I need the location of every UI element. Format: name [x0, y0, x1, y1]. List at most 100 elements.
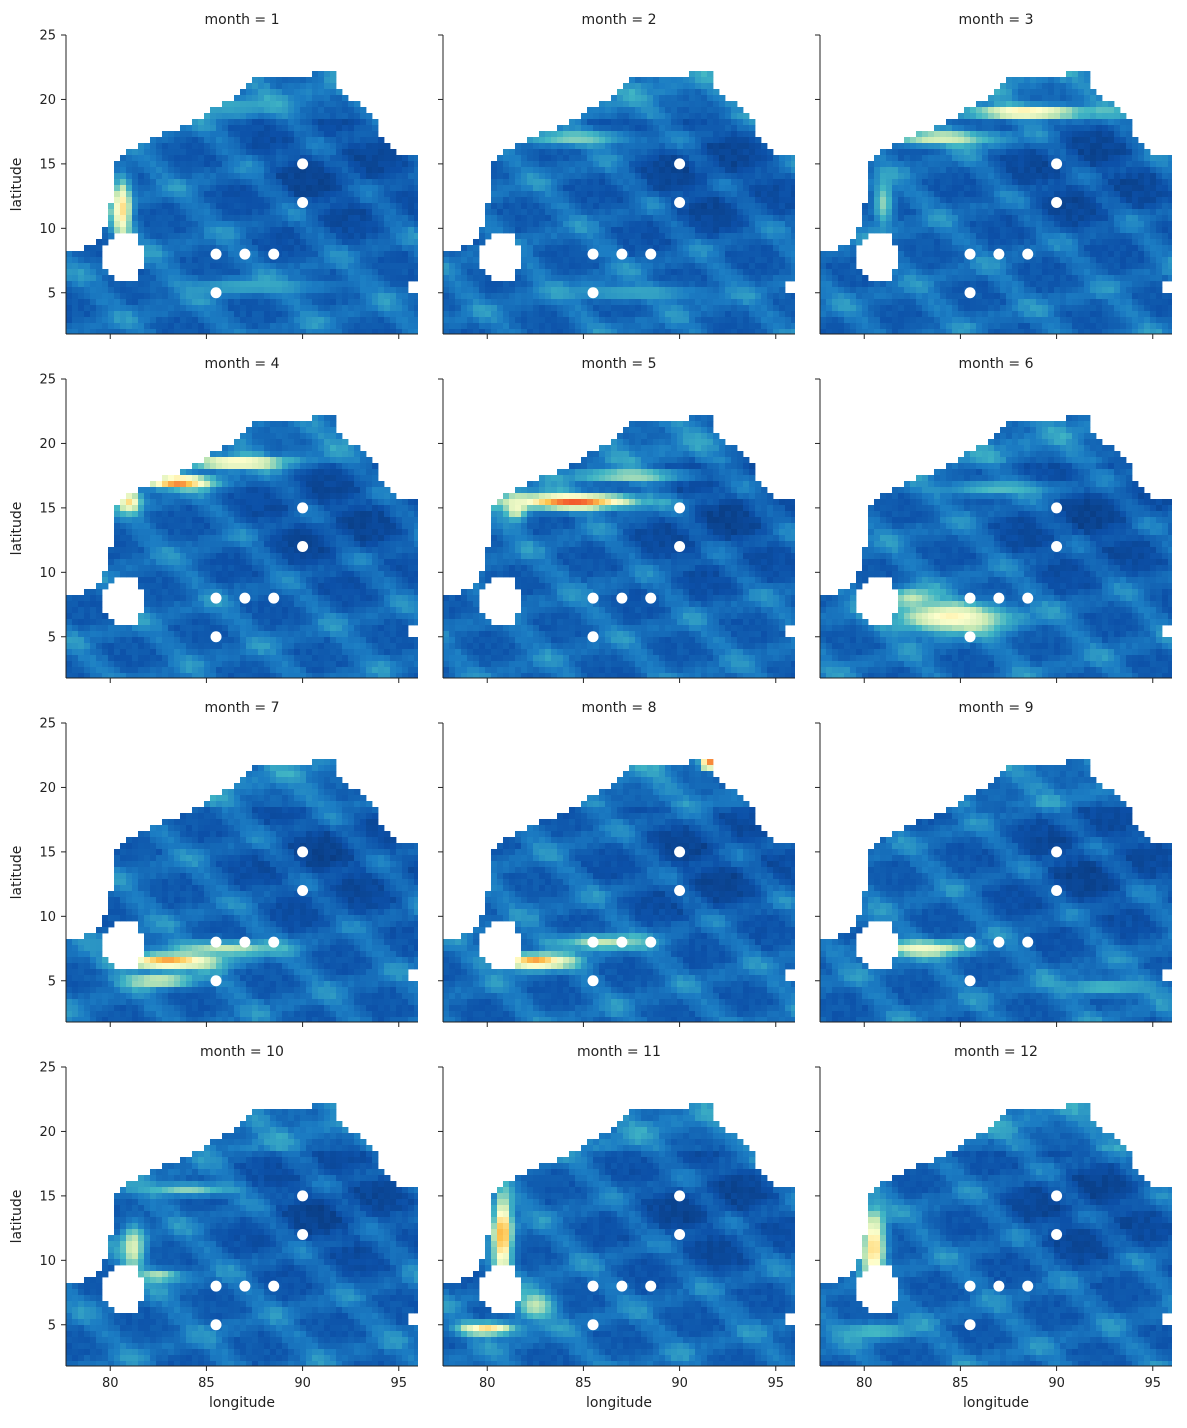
heatmap-cell	[66, 317, 73, 324]
heatmap-cell	[719, 287, 726, 294]
heatmap-cell	[575, 203, 582, 210]
heatmap-cell	[294, 281, 301, 288]
heatmap-cell	[497, 305, 504, 312]
heatmap-cell	[216, 125, 223, 132]
heatmap-cell	[557, 203, 564, 210]
heatmap-cell	[539, 149, 546, 156]
heatmap-cell	[240, 113, 247, 120]
heatmap-cell	[647, 119, 654, 126]
heatmap-cell	[162, 329, 169, 334]
heatmap-cell	[473, 329, 480, 334]
heatmap-cell	[324, 281, 331, 288]
heatmap-cell	[575, 227, 582, 234]
heatmap-cell	[1102, 191, 1109, 198]
heatmap-cell	[749, 143, 756, 150]
heatmap-cell	[671, 287, 678, 294]
heatmap-cell	[557, 179, 564, 186]
heatmap-cell	[288, 131, 295, 138]
heatmap-cell	[1078, 215, 1085, 222]
heatmap-cell	[360, 281, 367, 288]
heatmap-cell	[354, 323, 361, 330]
heatmap-cell	[1006, 125, 1013, 132]
heatmap-cell	[1012, 77, 1019, 84]
heatmap-cell	[150, 311, 157, 318]
heatmap-cell	[641, 233, 648, 240]
heatmap-cell	[641, 131, 648, 138]
heatmap-cell	[755, 317, 762, 324]
heatmap-cell	[192, 293, 199, 300]
heatmap-cell	[288, 203, 295, 210]
heatmap-cell	[593, 215, 600, 222]
heatmap-cell	[150, 149, 157, 156]
heatmap-cell	[617, 305, 624, 312]
heatmap-cell	[623, 101, 630, 108]
heatmap-cell	[539, 233, 546, 240]
heatmap-cell	[78, 317, 85, 324]
heatmap-cell	[707, 185, 714, 192]
heatmap-cell	[1024, 215, 1031, 222]
heatmap-cell	[162, 167, 169, 174]
heatmap-cell	[210, 131, 217, 138]
heatmap-cell	[707, 227, 714, 234]
heatmap-cell	[671, 137, 678, 144]
heatmap-cell	[731, 185, 738, 192]
heatmap-cell	[707, 257, 714, 264]
heatmap-cell	[503, 299, 510, 306]
heatmap-cell	[330, 269, 337, 276]
heatmap-cell	[288, 311, 295, 318]
heatmap-cell	[390, 185, 397, 192]
heatmap-cell	[384, 155, 391, 162]
heatmap-cell	[719, 215, 726, 222]
heatmap-cell	[1108, 143, 1115, 150]
heatmap-cell	[408, 197, 415, 204]
heatmap-cell	[78, 251, 85, 258]
heatmap-cell	[593, 155, 600, 162]
heatmap-cell	[114, 329, 121, 334]
heatmap-cell	[719, 119, 726, 126]
heatmap-cell	[509, 167, 516, 174]
heatmap-cell	[216, 185, 223, 192]
heatmap-cell	[761, 305, 768, 312]
heatmap-cell	[880, 149, 887, 156]
heatmap-cell	[1150, 185, 1157, 192]
heatmap-cell	[294, 329, 301, 334]
heatmap-cell	[785, 227, 792, 234]
heatmap-cell	[270, 323, 277, 330]
heatmap-cell	[114, 293, 121, 300]
heatmap-cell	[671, 239, 678, 246]
heatmap-cell	[1042, 95, 1049, 102]
heatmap-cell	[252, 173, 259, 180]
heatmap-cell	[629, 113, 636, 120]
heatmap-cell	[605, 293, 612, 300]
heatmap-cell	[749, 137, 756, 144]
heatmap-cell	[210, 173, 217, 180]
heatmap-cell	[653, 107, 660, 114]
heatmap-cell	[222, 209, 229, 216]
heatmap-cell	[192, 203, 199, 210]
heatmap-cell	[701, 281, 708, 288]
heatmap-cell	[683, 305, 690, 312]
heatmap-cell	[749, 299, 756, 306]
heatmap-cell	[641, 107, 648, 114]
heatmap-cell	[737, 263, 744, 270]
heatmap-cell	[1120, 179, 1127, 186]
heatmap-cell	[390, 281, 397, 288]
heatmap-cell	[348, 209, 355, 216]
heatmap-cell	[611, 191, 618, 198]
heatmap-cell	[862, 209, 869, 216]
heatmap-cell	[336, 209, 343, 216]
heatmap-cell	[354, 161, 361, 168]
heatmap-cell	[605, 299, 612, 306]
heatmap-cell	[677, 101, 684, 108]
heatmap-cell	[719, 269, 726, 276]
heatmap-cell	[390, 317, 397, 324]
heatmap-cell	[527, 269, 534, 276]
heatmap-cell	[186, 281, 193, 288]
heatmap-cell	[940, 197, 947, 204]
heatmap-cell	[348, 269, 355, 276]
heatmap-cell	[683, 227, 690, 234]
heatmap-cell	[904, 191, 911, 198]
heatmap-cell	[521, 221, 528, 228]
heatmap-cell	[306, 161, 313, 168]
heatmap-cell	[246, 239, 253, 246]
